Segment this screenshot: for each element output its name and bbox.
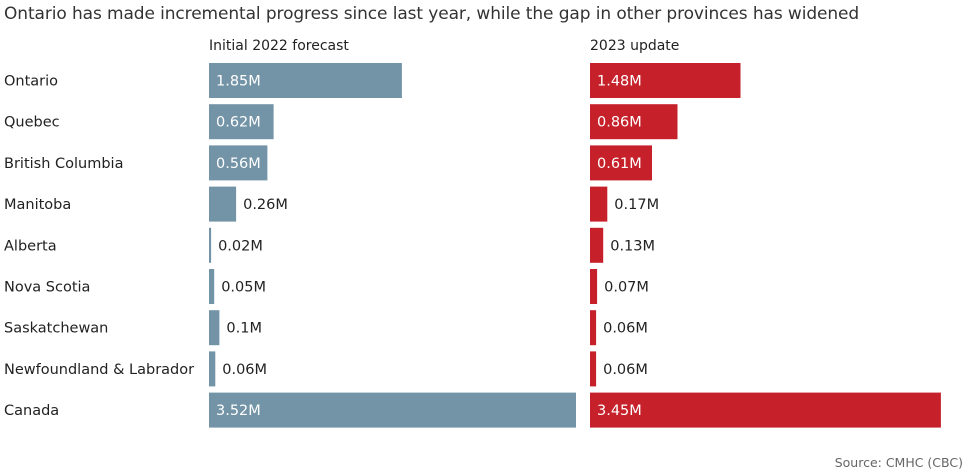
column-header-2022: Initial 2022 forecast	[209, 38, 349, 54]
data-label-2022-british-columbia: 0.56M	[216, 156, 261, 172]
bar-2022-newfoundland-labrador	[209, 351, 216, 387]
bar-2023-nova-scotia	[590, 269, 598, 304]
bar-2022-alberta	[209, 227, 212, 263]
bar-2022-saskatchewan	[209, 310, 220, 346]
data-label-2023-alberta: 0.13M	[610, 238, 655, 254]
data-label-2023-canada: 3.45M	[597, 403, 642, 419]
bar-2023-saskatchewan	[590, 310, 597, 346]
data-label-2022-quebec: 0.62M	[216, 115, 261, 131]
bar-2023-canada	[590, 392, 941, 428]
category-label-manitoba: Manitoba	[4, 197, 71, 213]
bar-2023-newfoundland-labrador	[590, 351, 597, 387]
data-label-2023-saskatchewan: 0.06M	[603, 321, 648, 337]
data-label-2023-quebec: 0.86M	[597, 115, 642, 131]
data-label-2022-alberta: 0.02M	[218, 238, 263, 254]
category-label-newfoundland-labrador: Newfoundland & Labrador	[4, 362, 194, 378]
data-label-2023-ontario: 1.48M	[597, 74, 642, 90]
bar-2022-british-columbia	[209, 145, 268, 181]
data-label-2023-british-columbia: 0.61M	[597, 156, 642, 172]
bar-2023-alberta	[590, 227, 604, 263]
category-label-alberta: Alberta	[4, 238, 57, 254]
bar-2023-british-columbia	[590, 145, 652, 181]
bar-2022-quebec	[209, 104, 274, 140]
data-label-2022-nova-scotia: 0.05M	[221, 280, 266, 296]
chart-title: Ontario has made incremental progress si…	[4, 4, 860, 24]
category-label-ontario: Ontario	[4, 74, 58, 90]
category-label-nova-scotia: Nova Scotia	[4, 280, 90, 296]
bar-2022-canada	[209, 392, 576, 428]
bar-2023-quebec	[590, 104, 678, 140]
category-label-saskatchewan: Saskatchewan	[4, 321, 108, 337]
data-label-2023-newfoundland-labrador: 0.06M	[603, 362, 648, 378]
category-label-quebec: Quebec	[4, 115, 60, 131]
bar-2022-manitoba	[209, 186, 237, 222]
column-header-2023: 2023 update	[590, 38, 680, 54]
bar-2023-manitoba	[590, 186, 608, 222]
data-label-2022-newfoundland-labrador: 0.06M	[222, 362, 267, 378]
data-label-2023-nova-scotia: 0.07M	[604, 280, 649, 296]
data-label-2022-manitoba: 0.26M	[243, 197, 288, 213]
category-label-canada: Canada	[4, 403, 59, 419]
data-label-2022-ontario: 1.85M	[216, 74, 261, 90]
source-note: Source: CMHC (CBC)	[834, 455, 963, 470]
data-label-2023-manitoba: 0.17M	[614, 197, 659, 213]
bar-2023-ontario	[590, 63, 741, 98]
bar-2022-nova-scotia	[209, 269, 215, 304]
bar-2022-ontario	[209, 63, 402, 98]
data-label-2022-saskatchewan: 0.1M	[226, 321, 262, 337]
data-label-2022-canada: 3.52M	[216, 403, 261, 419]
category-label-british-columbia: British Columbia	[4, 156, 123, 172]
